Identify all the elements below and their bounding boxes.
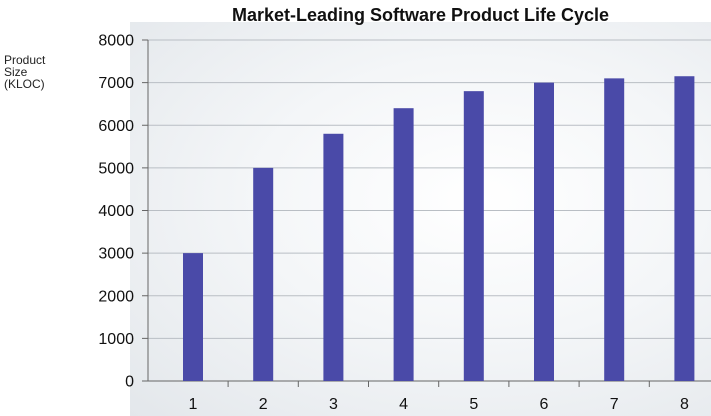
bar [323,133,344,381]
bar [674,76,695,381]
x-tick-label: 5 [469,396,478,413]
y-axis-label: Product Size (KLOC) [4,54,74,90]
y-axis-label-line: Product [4,53,46,67]
bar [463,91,484,382]
bar [534,82,554,381]
x-tick-label: 2 [259,396,268,413]
y-tick-label: 4000 [98,203,134,220]
bar [253,167,274,381]
y-tick-label: 5000 [98,160,134,177]
x-tick-label: 7 [610,396,619,413]
x-tick-label: 8 [680,396,689,413]
y-tick-label: 2000 [98,288,134,305]
y-tick-label: 1000 [98,331,134,348]
y-tick-label: 3000 [98,246,134,263]
y-tick-label: 7000 [98,75,134,92]
y-axis-label-line: Size [4,65,28,79]
y-tick-label: 6000 [98,118,134,135]
bar [604,78,625,382]
x-tick-label: 3 [329,396,338,413]
x-tick-label: 6 [540,396,549,413]
y-tick-label: 0 [125,374,134,391]
x-tick-label: 4 [399,396,408,413]
y-axis-label-line: (KLOC) [4,77,45,91]
chart-title: Market-Leading Software Product Life Cyc… [231,5,610,25]
bar [393,108,414,381]
y-tick-label: 8000 [98,33,134,50]
x-tick-label: 1 [189,396,198,413]
bar [183,253,203,381]
